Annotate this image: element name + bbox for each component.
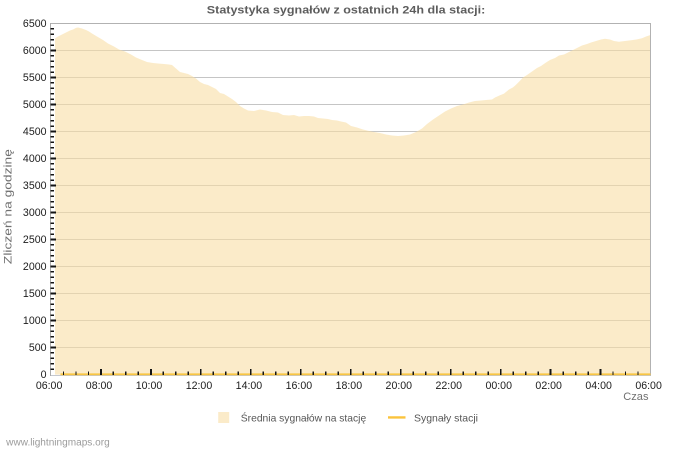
svg-text:6000: 6000 bbox=[23, 45, 47, 57]
svg-text:16:00: 16:00 bbox=[286, 380, 313, 392]
svg-text:2500: 2500 bbox=[23, 234, 47, 246]
svg-text:Czas: Czas bbox=[623, 391, 648, 403]
svg-text:22:00: 22:00 bbox=[436, 380, 463, 392]
svg-text:04:00: 04:00 bbox=[585, 380, 612, 392]
svg-text:Sygnały stacji: Sygnały stacji bbox=[414, 414, 478, 425]
svg-text:3000: 3000 bbox=[23, 207, 47, 219]
svg-text:Statystyka sygnałów z ostatnic: Statystyka sygnałów z ostatnich 24h dla … bbox=[207, 4, 486, 16]
svg-text:500: 500 bbox=[29, 342, 47, 354]
svg-text:2000: 2000 bbox=[23, 261, 47, 273]
svg-text:02:00: 02:00 bbox=[535, 380, 562, 392]
svg-text:1500: 1500 bbox=[23, 288, 47, 300]
svg-text:3500: 3500 bbox=[23, 180, 47, 192]
svg-text:Średnia sygnałów na stację: Średnia sygnałów na stację bbox=[241, 412, 367, 425]
svg-text:0: 0 bbox=[41, 369, 47, 381]
svg-text:00:00: 00:00 bbox=[485, 380, 512, 392]
svg-text:Zliczeń na godzinę: Zliczeń na godzinę bbox=[2, 149, 14, 264]
svg-text:10:00: 10:00 bbox=[136, 380, 163, 392]
svg-text:4000: 4000 bbox=[23, 153, 47, 165]
svg-text:08:00: 08:00 bbox=[86, 380, 113, 392]
svg-text:14:00: 14:00 bbox=[236, 380, 263, 392]
svg-text:06:00: 06:00 bbox=[36, 380, 63, 392]
svg-text:www.lightningmaps.org: www.lightningmaps.org bbox=[5, 437, 110, 448]
svg-text:12:00: 12:00 bbox=[186, 380, 213, 392]
svg-text:18:00: 18:00 bbox=[336, 380, 363, 392]
svg-text:5000: 5000 bbox=[23, 99, 47, 111]
svg-text:1000: 1000 bbox=[23, 315, 47, 327]
svg-text:6500: 6500 bbox=[23, 18, 47, 30]
svg-text:20:00: 20:00 bbox=[386, 380, 413, 392]
svg-text:5500: 5500 bbox=[23, 72, 47, 84]
svg-text:4500: 4500 bbox=[23, 126, 47, 138]
svg-text:06:00: 06:00 bbox=[635, 380, 662, 392]
